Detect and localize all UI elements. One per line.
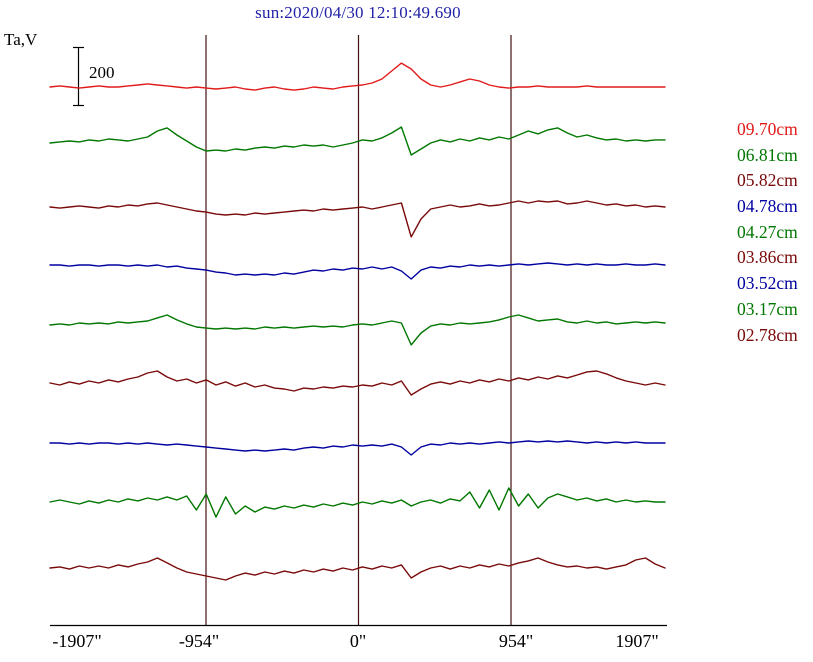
trace-05.82cm (49, 200, 666, 238)
legend-item-05.82cm: 05.82cm (737, 170, 798, 191)
trace-09.70cm (49, 62, 666, 91)
trace-04.78cm (49, 262, 666, 280)
legend: 09.70cm 06.81cm 05.82cm 04.78cm 04.27cm 03.86… (737, 117, 798, 348)
trace-04.27cm (49, 314, 666, 346)
legend-item-03.17cm: 03.17cm (737, 298, 798, 319)
x-tick-label: 954" (498, 631, 534, 651)
legend-item-02.78cm: 02.78cm (737, 324, 798, 345)
scale-bar-label: 200 (89, 63, 115, 82)
x-tick-label: 0" (349, 631, 367, 651)
plot-title: sun:2020/04/30 12:10:49.690 (255, 3, 461, 22)
legend-item-03.52cm: 03.52cm (737, 273, 798, 294)
trace-02.78cm (49, 557, 666, 581)
legend-item-04.78cm: 04.78cm (737, 196, 798, 217)
y-axis-label: Ta,V (4, 30, 38, 49)
legend-item-04.27cm: 04.27cm (737, 221, 798, 242)
legend-item-03.86cm: 03.86cm (737, 247, 798, 268)
x-tick-label: -954" (178, 631, 220, 651)
trace-03.52cm (49, 440, 666, 456)
trace-06.81cm (49, 126, 666, 156)
legend-item-06.81cm: 06.81cm (737, 144, 798, 165)
legend-item-09.70cm: 09.70cm (737, 119, 798, 139)
trace-03.86cm (49, 370, 666, 396)
trace-03.17cm (49, 487, 666, 518)
x-tick-label: -1907" (52, 631, 102, 651)
x-tick-label: 1907" (615, 631, 659, 651)
